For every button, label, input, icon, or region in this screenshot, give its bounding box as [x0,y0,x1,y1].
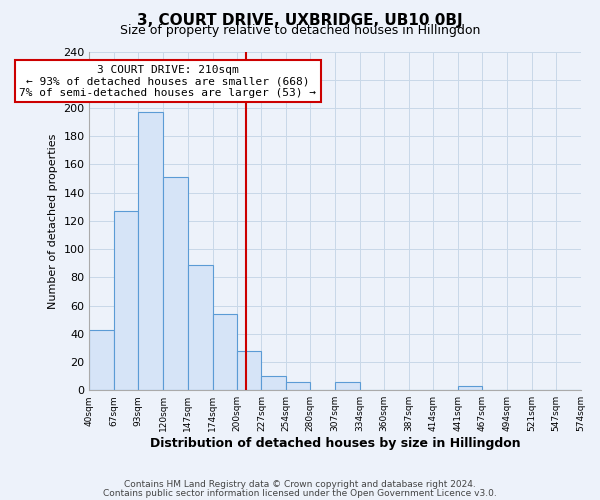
Bar [286,382,310,390]
Bar [212,314,236,390]
Bar [236,350,262,390]
Text: Contains HM Land Registry data © Crown copyright and database right 2024.: Contains HM Land Registry data © Crown c… [124,480,476,489]
Bar [188,264,212,390]
Bar [163,177,188,390]
X-axis label: Distribution of detached houses by size in Hillingdon: Distribution of detached houses by size … [149,437,520,450]
Text: 3, COURT DRIVE, UXBRIDGE, UB10 0BJ: 3, COURT DRIVE, UXBRIDGE, UB10 0BJ [137,12,463,28]
Bar [335,382,360,390]
Bar [458,386,482,390]
Text: Size of property relative to detached houses in Hillingdon: Size of property relative to detached ho… [120,24,480,37]
Y-axis label: Number of detached properties: Number of detached properties [48,133,58,308]
Bar [115,211,138,390]
Text: Contains public sector information licensed under the Open Government Licence v3: Contains public sector information licen… [103,488,497,498]
Bar [262,376,286,390]
Text: 3 COURT DRIVE: 210sqm
← 93% of detached houses are smaller (668)
7% of semi-deta: 3 COURT DRIVE: 210sqm ← 93% of detached … [19,64,316,98]
Bar [138,112,163,390]
Bar [89,330,115,390]
